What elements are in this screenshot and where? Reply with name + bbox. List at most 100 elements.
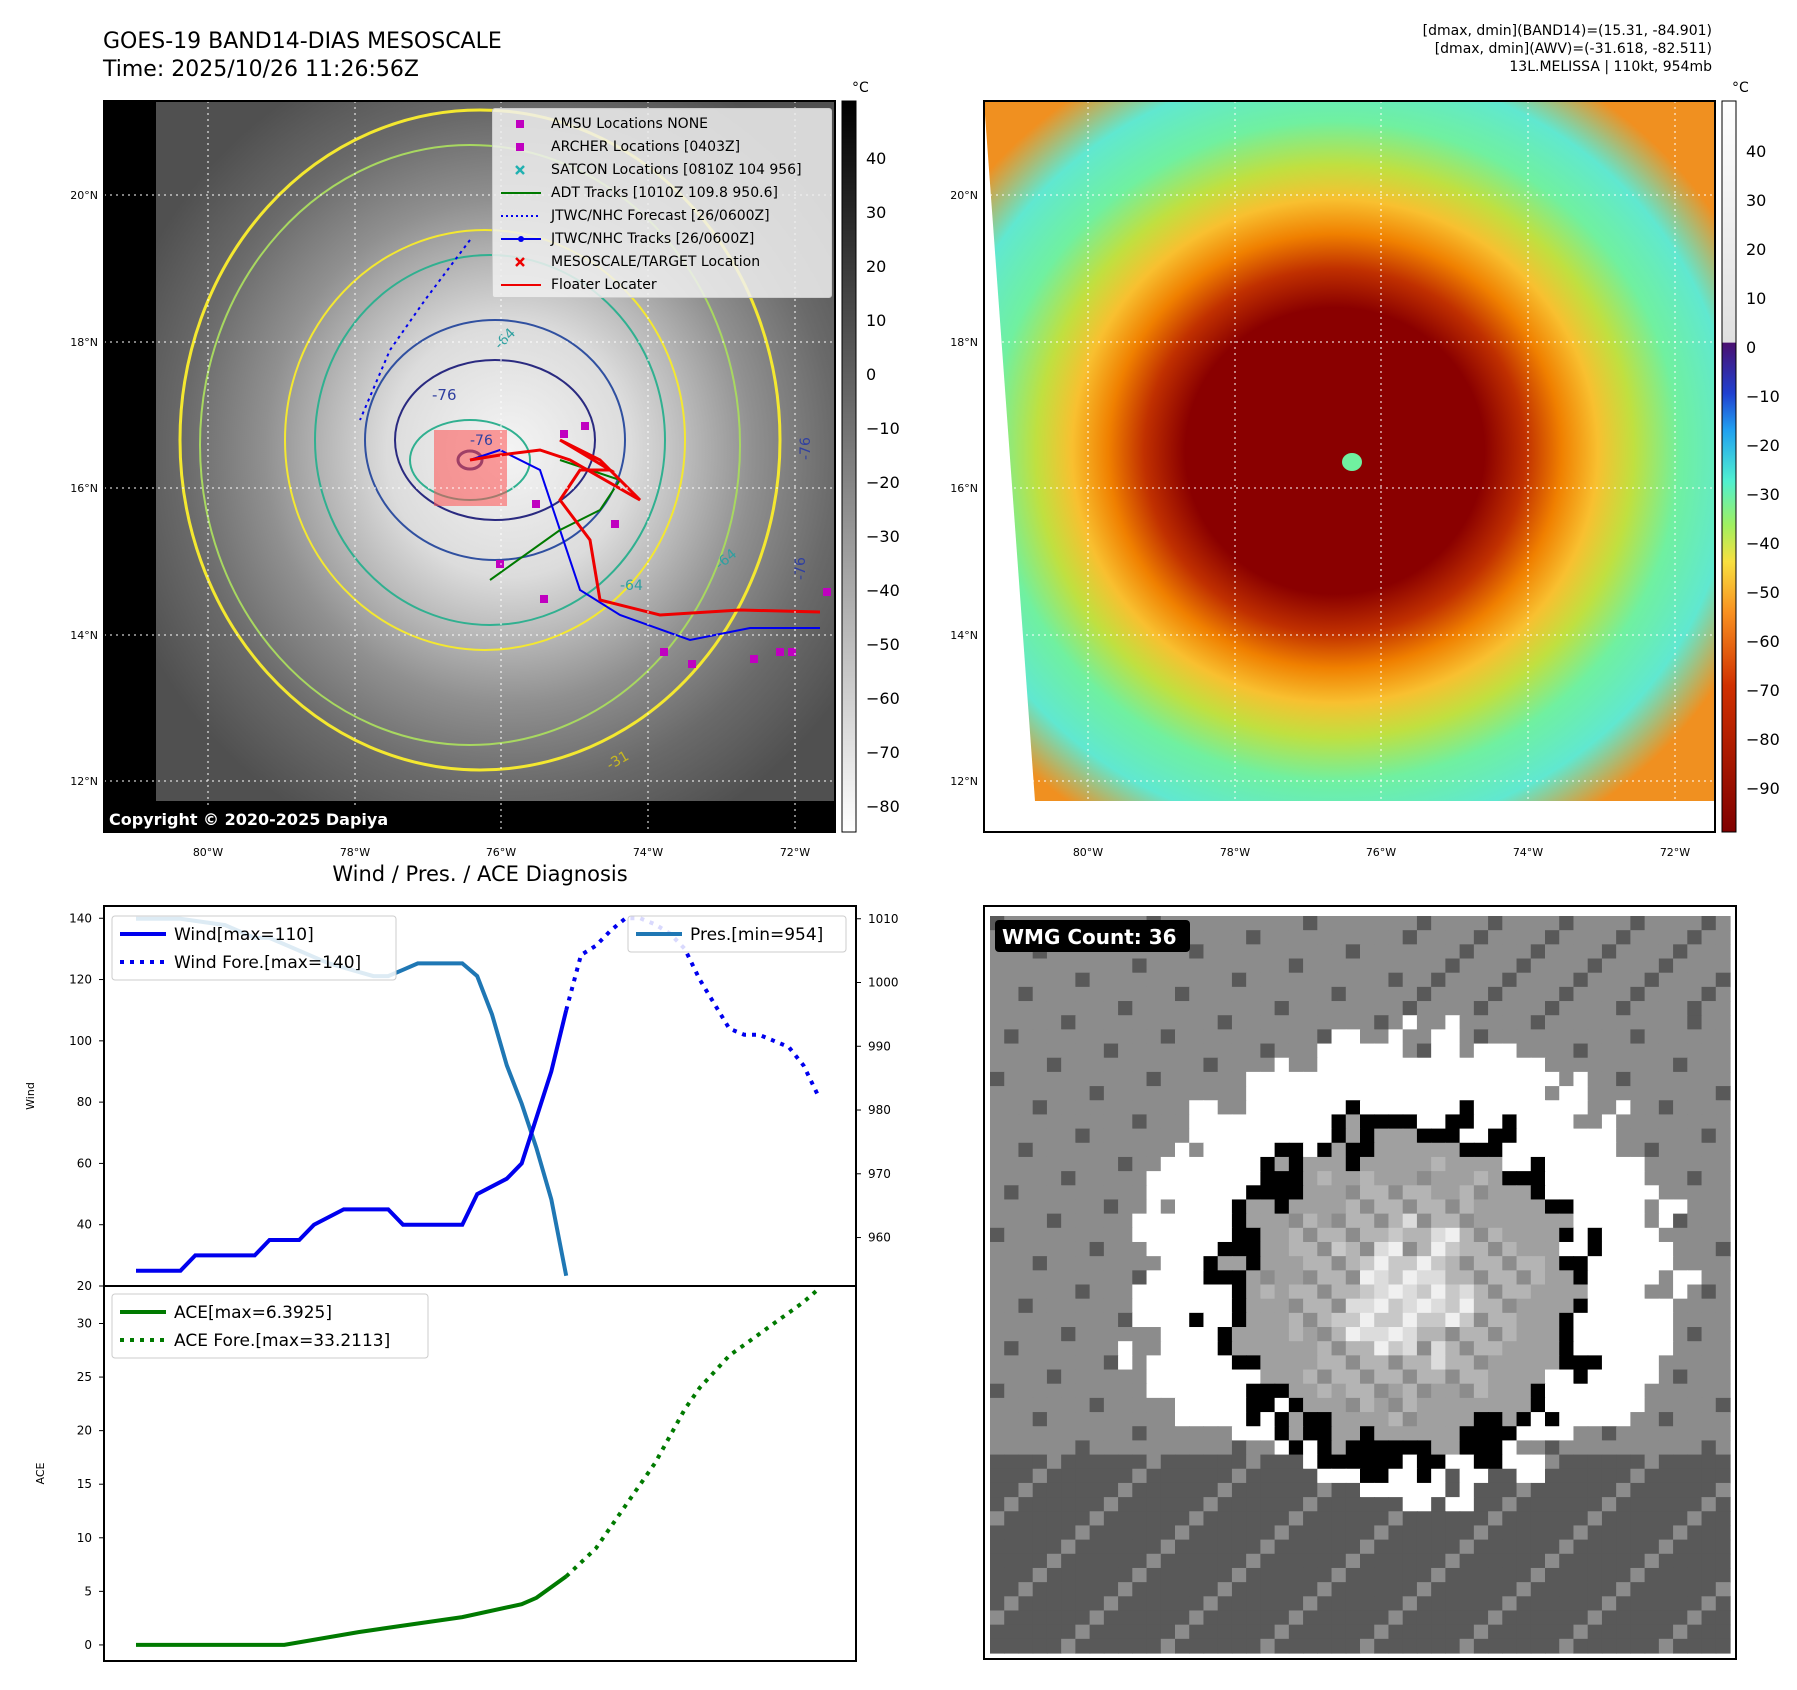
ace-tick-label: 30 (77, 1317, 92, 1331)
svg-text:20°N: 20°N (70, 189, 98, 202)
legend-item: ARCHER Locations [0403Z] (493, 135, 831, 158)
legend-item: Floater Locater (493, 273, 831, 296)
ace-tick-label: 25 (77, 1370, 92, 1384)
svg-text:−30: −30 (866, 527, 900, 546)
wind-tick-label: 60 (77, 1156, 92, 1170)
pressure-tick-label: 990 (868, 1039, 891, 1053)
map-legend: AMSU Locations NONE ARCHER Locations [040… (492, 108, 832, 298)
copyright-bg (104, 806, 422, 832)
pressure-tick-label: 1010 (868, 912, 899, 926)
svg-text:20: 20 (866, 257, 886, 276)
ir-lon-ticks: 80°W 78°W 76°W 74°W 72°W (193, 846, 810, 859)
contour-label-6: -76 (798, 437, 814, 460)
stats-block: [dmax, dmin](BAND14)=(15.31, -84.901) [d… (1423, 22, 1712, 76)
legend-item: ADT Tracks [1010Z 109.8 950.6] (493, 181, 831, 204)
wind-tick-label: 100 (69, 1034, 92, 1048)
awv-eye (1342, 453, 1362, 471)
svg-text:40: 40 (866, 149, 886, 168)
legend-label: Floater Locater (551, 276, 657, 293)
svg-text:−90: −90 (1746, 779, 1780, 798)
legend-symbol (501, 191, 541, 194)
pressure-tick-label: 980 (868, 1103, 891, 1117)
wind-line (136, 1009, 569, 1273)
svg-text:10: 10 (866, 311, 886, 330)
wind-tick-label: 20 (77, 1279, 92, 1293)
contour-label-7: -76 (793, 557, 809, 580)
wind-legend: Wind[max=110] Wind Fore.[max=140] (111, 915, 397, 981)
ace-tick-label: 15 (77, 1477, 92, 1491)
svg-text:−50: −50 (866, 635, 900, 654)
svg-text:80°W: 80°W (193, 846, 223, 859)
svg-text:16°N: 16°N (950, 482, 978, 495)
awv-lat-ticks: 20°N 18°N 16°N 14°N 12°N (950, 189, 978, 788)
diagnosis-chart: 1401201008060402010101000990980970960302… (24, 905, 899, 1662)
svg-text:72°W: 72°W (780, 846, 810, 859)
archer-markers (496, 422, 831, 668)
legend-item: MESOSCALE/TARGET Location (493, 250, 831, 273)
wmg-cells (990, 916, 1731, 1654)
legend-symbol (515, 164, 525, 175)
svg-text:40: 40 (1746, 142, 1766, 161)
awv-colorbar-ticks: 40 30 20 10 0 −10 −20 −30 −40 −50 −60 −7… (1746, 142, 1780, 798)
svg-text:18°N: 18°N (950, 336, 978, 349)
svg-text:76°W: 76°W (1366, 846, 1396, 859)
svg-text:16°N: 16°N (70, 482, 98, 495)
legend-symbol (516, 119, 524, 128)
wind-tick-label: 120 (69, 973, 92, 987)
stats-line-2: [dmax, dmin](AWV)=(-31.618, -82.511) (1434, 41, 1712, 57)
legend-label: Pres.[min=954] (690, 925, 823, 945)
ace-axis-label: ACE (34, 1462, 47, 1484)
svg-text:18°N: 18°N (70, 336, 98, 349)
floater-track (469, 438, 821, 617)
ir-map-frame (103, 100, 836, 833)
svg-text:12°N: 12°N (950, 775, 978, 788)
legend-item: AMSU Locations NONE (493, 112, 831, 135)
svg-text:30: 30 (1746, 191, 1766, 210)
target-box (434, 430, 507, 506)
svg-text:14°N: 14°N (950, 629, 978, 642)
svg-text:30: 30 (866, 203, 886, 222)
pressure-tick-label: 1000 (868, 976, 899, 990)
title-line-2: Time: 2025/10/26 11:26:56Z (103, 57, 419, 82)
legend-symbol (501, 214, 541, 217)
svg-text:76°W: 76°W (486, 846, 516, 859)
pressure-tick-label: 970 (868, 1167, 891, 1181)
adt-track (489, 459, 622, 581)
wind-axis-label: Wind (24, 1082, 37, 1110)
legend-label: JTWC/NHC Forecast [26/0600Z] (551, 207, 770, 224)
svg-text:−10: −10 (866, 419, 900, 438)
jtwc-forecast-track (359, 239, 471, 421)
ace-legend: ACE[max=6.3925] ACE Fore.[max=33.2113] (111, 1293, 429, 1359)
svg-text:0: 0 (1746, 338, 1756, 357)
svg-text:10: 10 (1746, 289, 1766, 308)
title-line-1: GOES-19 BAND14-DIAS MESOSCALE (103, 29, 502, 54)
svg-text:−80: −80 (1746, 730, 1780, 749)
wind-forecast-line (564, 916, 821, 1097)
wmg-panel: WMG Count: 36 (983, 905, 1737, 1660)
wind-tick-label: 80 (77, 1095, 92, 1109)
ace-tick-label: 20 (77, 1424, 92, 1438)
legend-label: MESOSCALE/TARGET Location (551, 253, 761, 270)
copyright-text: Copyright © 2020-2025 Dapiya (109, 810, 388, 829)
svg-text:72°W: 72°W (1660, 846, 1690, 859)
wind-tick-label: 140 (69, 911, 92, 925)
svg-text:14°N: 14°N (70, 629, 98, 642)
legend-item: JTWC/NHC Tracks [26/0600Z] (493, 227, 831, 250)
legend-label: SATCON Locations [0810Z 104 956] (551, 161, 802, 178)
diagnosis-frame (103, 905, 857, 1662)
legend-symbol (515, 256, 525, 267)
svg-text:−10: −10 (1746, 387, 1780, 406)
stats-line-3: 13L.MELISSA | 110kt, 954mb (1509, 59, 1712, 75)
ace-tick-label: 5 (84, 1584, 92, 1598)
diagnosis-title: Wind / Pres. / ACE Diagnosis (332, 862, 628, 886)
awv-gridlines (984, 101, 1715, 832)
jtwc-track (469, 448, 820, 642)
legend-symbol (516, 142, 524, 151)
awv-colorbar (1721, 100, 1737, 833)
svg-text:74°W: 74°W (633, 846, 663, 859)
legend-label: ADT Tracks [1010Z 109.8 950.6] (551, 184, 778, 201)
legend-label: ACE[max=6.3925] (174, 1303, 332, 1323)
svg-text:78°W: 78°W (1220, 846, 1250, 859)
svg-text:78°W: 78°W (340, 846, 370, 859)
gray-colorbar-unit: °C (852, 80, 869, 96)
